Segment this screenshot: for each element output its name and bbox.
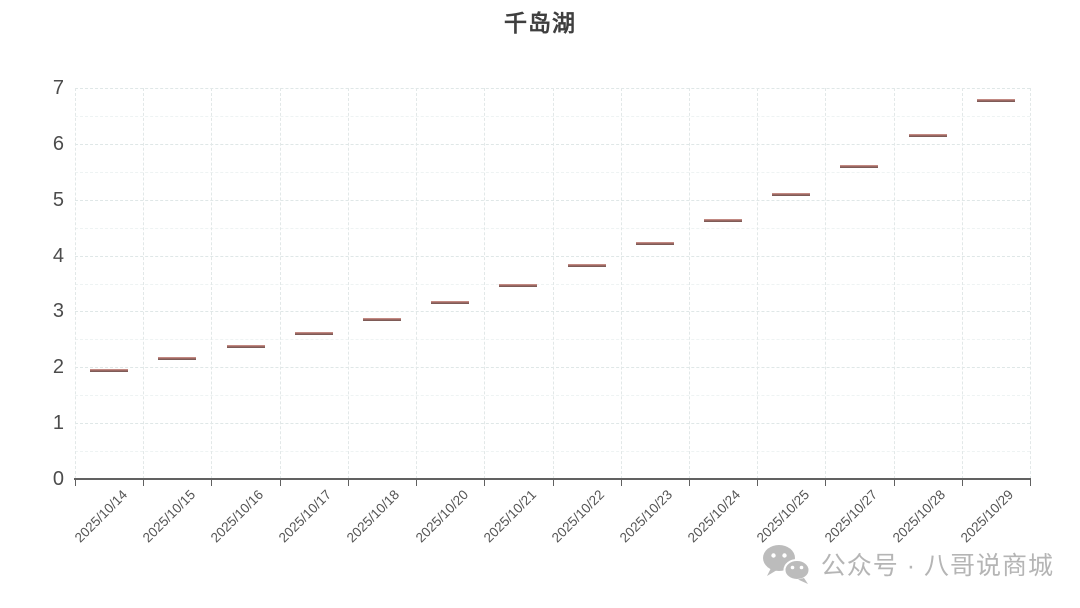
- x-axis-tick: [552, 480, 554, 486]
- x-axis-tick: [688, 480, 690, 486]
- v-gridline: [279, 88, 281, 479]
- x-axis-label: 2025/10/14: [71, 487, 130, 546]
- candle-mark: [840, 164, 879, 168]
- x-axis-tick: [143, 480, 145, 486]
- x-axis-tick: [825, 480, 827, 486]
- candle-mark: [908, 133, 947, 137]
- v-gridline: [484, 88, 486, 479]
- y-axis-label: 5: [52, 188, 64, 211]
- v-gridline: [211, 88, 213, 479]
- x-axis-label: 2025/10/16: [207, 487, 267, 546]
- x-axis-tick: [347, 480, 349, 486]
- watermark: 公众号 · 八哥说商城: [762, 543, 1054, 585]
- x-axis-label: 2025/10/15: [139, 487, 198, 546]
- y-axis-label: 6: [52, 132, 64, 155]
- x-axis-label: 2025/10/23: [617, 487, 676, 546]
- candle-mark: [567, 264, 606, 268]
- candle-mark: [431, 300, 470, 304]
- x-axis-label: 2025/10/25: [753, 487, 812, 546]
- candle-mark: [772, 193, 811, 197]
- v-gridline: [620, 88, 622, 479]
- candle-mark: [294, 331, 333, 335]
- x-axis-tick: [961, 480, 963, 486]
- wechat-icon: [762, 545, 810, 584]
- x-axis-label: 2025/10/20: [412, 487, 471, 546]
- v-gridline: [552, 88, 554, 479]
- x-axis-tick: [416, 480, 418, 486]
- x-axis-label: 2025/10/22: [548, 487, 608, 546]
- v-gridline: [757, 88, 759, 479]
- x-axis-tick: [279, 480, 281, 486]
- x-axis-label: 2025/10/28: [889, 487, 949, 546]
- v-gridline: [347, 88, 349, 479]
- candle-mark: [362, 317, 401, 321]
- y-axis-label: 1: [52, 412, 64, 435]
- chart-title: 千岛湖: [504, 10, 576, 36]
- y-axis-label: 2: [52, 356, 64, 379]
- v-gridline: [893, 88, 895, 479]
- y-axis-label: 0: [52, 468, 64, 490]
- x-axis-tick: [620, 480, 622, 486]
- v-gridline: [1030, 88, 1031, 479]
- v-gridline: [825, 88, 827, 479]
- x-axis-tick: [893, 480, 895, 486]
- x-axis-line: [74, 478, 1031, 480]
- v-gridline: [143, 88, 145, 479]
- v-gridline: [416, 88, 418, 479]
- x-axis-label: 2025/10/21: [480, 487, 540, 546]
- x-axis-label: 2025/10/27: [821, 487, 881, 546]
- candle-mark: [90, 368, 129, 372]
- x-axis-tick: [211, 480, 213, 486]
- candle-mark: [704, 219, 743, 223]
- y-axis-label: 3: [52, 300, 64, 323]
- y-axis-label: 4: [52, 244, 64, 267]
- watermark-text: 公众号 · 八哥说商城: [820, 552, 1054, 580]
- v-gridline: [75, 88, 76, 479]
- x-axis-label: 2025/10/17: [275, 487, 335, 546]
- candle-mark: [158, 357, 197, 361]
- x-axis-label: 2025/10/29: [958, 487, 1017, 546]
- v-gridline: [961, 88, 963, 479]
- x-axis-label: 2025/10/18: [344, 487, 403, 546]
- candle-mark: [635, 242, 674, 246]
- x-axis-tick: [75, 480, 76, 486]
- candle-mark: [226, 345, 265, 349]
- candle-mark: [976, 99, 1015, 103]
- x-axis-tick: [1030, 480, 1031, 486]
- x-axis-tick: [757, 480, 759, 486]
- x-axis-tick: [484, 480, 486, 486]
- y-axis-label: 7: [52, 77, 64, 99]
- x-axis-label: 2025/10/24: [685, 487, 744, 546]
- v-gridline: [688, 88, 690, 479]
- candle-mark: [499, 283, 538, 287]
